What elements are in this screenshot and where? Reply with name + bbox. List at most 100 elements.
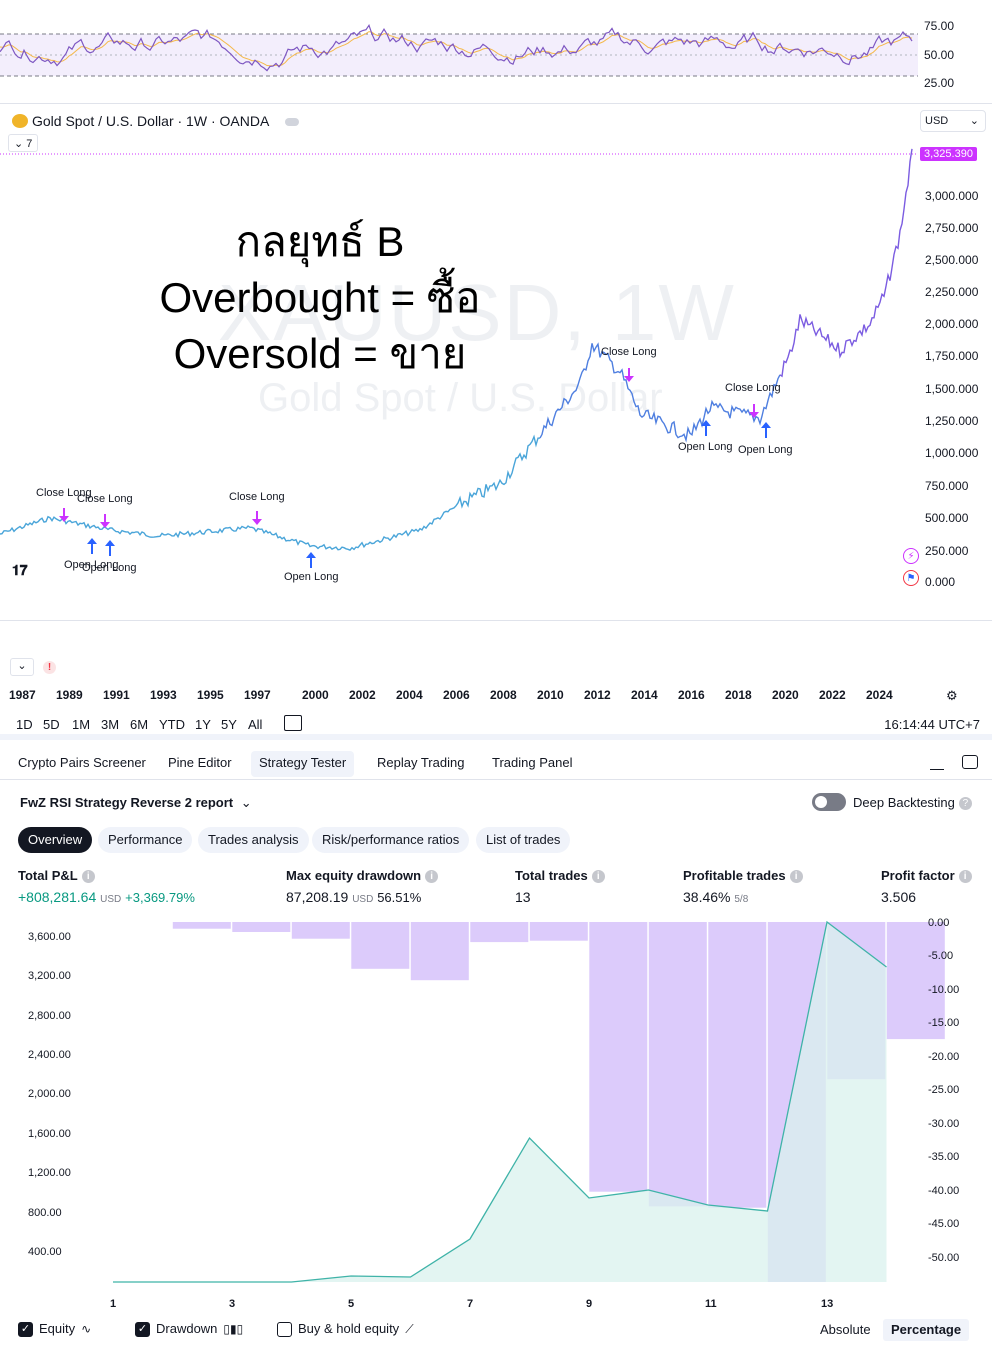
equity-axis-tick: 400.00 xyxy=(28,1246,62,1258)
legend-buy-hold[interactable]: Buy & hold equity ⟋ xyxy=(277,1321,414,1338)
trade-label-open: Open Long xyxy=(678,441,733,453)
tab-replay-trading[interactable]: Replay Trading xyxy=(377,755,465,770)
performance-chart[interactable]: 3,600.00 3,200.00 2,800.00 2,400.00 2,00… xyxy=(0,917,992,1310)
info-icon[interactable]: i xyxy=(425,870,439,884)
range-button[interactable]: 1Y xyxy=(195,717,211,732)
trade-number-tick: 7 xyxy=(467,1298,474,1310)
legend-equity[interactable]: ✓ Equity ∿ xyxy=(18,1321,91,1338)
flag-icon[interactable]: ⚑ xyxy=(903,570,919,586)
legend-label: Equity xyxy=(39,1321,76,1336)
year-tick: 2018 xyxy=(725,688,752,702)
range-button[interactable]: 3M xyxy=(101,717,120,732)
range-button[interactable]: 6M xyxy=(130,717,149,732)
market-status-icon[interactable] xyxy=(285,118,299,126)
minimize-icon[interactable] xyxy=(930,756,944,770)
tab-list-of-trades[interactable]: List of trades xyxy=(476,827,571,853)
trade-number-tick: 11 xyxy=(705,1298,717,1310)
gear-icon[interactable]: ⚙ xyxy=(946,688,958,703)
close-long-marker xyxy=(59,508,69,522)
tab-performance[interactable]: Performance xyxy=(98,827,193,853)
drawdown-axis-tick: -5.00 xyxy=(928,950,954,962)
checkbox-unchecked-icon[interactable] xyxy=(277,1322,292,1338)
trade-number-tick: 9 xyxy=(586,1298,593,1310)
range-button[interactable]: 5D xyxy=(43,717,60,732)
calendar-icon[interactable] xyxy=(284,715,302,731)
legend-label: Drawdown xyxy=(156,1321,218,1336)
collapse-button[interactable]: ⌄ xyxy=(10,658,34,676)
trade-label-close: Close Long xyxy=(229,491,285,503)
deep-backtesting-toggle[interactable] xyxy=(812,793,846,811)
symbol-title[interactable]: Gold Spot / U.S. Dollar · 1W · OANDA xyxy=(32,113,270,129)
rsi-plot xyxy=(0,23,918,77)
close-long-marker xyxy=(749,404,759,418)
year-tick: 2020 xyxy=(772,688,799,702)
maximize-icon[interactable] xyxy=(962,755,978,769)
tab-trades-analysis[interactable]: Trades analysis xyxy=(198,827,309,853)
annotation-line: กลยุทธ์ B xyxy=(235,218,405,265)
absolute-button[interactable]: Absolute xyxy=(820,1322,871,1337)
drawdown-bar xyxy=(351,922,410,969)
lightning-icon[interactable]: ⚡ xyxy=(903,548,919,564)
range-button[interactable]: 5Y xyxy=(221,717,237,732)
drawdown-axis-tick: 0.00 xyxy=(928,917,950,929)
clock[interactable]: 16:14:44 UTC+7 xyxy=(884,717,980,732)
info-icon[interactable]: i xyxy=(81,870,95,884)
help-icon[interactable]: ? xyxy=(958,797,972,811)
indicators-count: 7 xyxy=(26,138,33,150)
symbol-bar: Gold Spot / U.S. Dollar · 1W · OANDA USD… xyxy=(0,106,992,134)
info-icon[interactable]: i xyxy=(958,870,972,884)
checkbox-checked-icon[interactable]: ✓ xyxy=(18,1322,33,1338)
trade-label-close: Close Long xyxy=(725,382,781,394)
year-tick: 2022 xyxy=(819,688,846,702)
range-button[interactable]: 1D xyxy=(16,717,33,732)
time-axis[interactable]: 1987 1989 1991 1993 1995 1997 2000 2002 … xyxy=(0,686,992,704)
strategy-annotation: กลยุทธ์ B Overbought = ซื้อ Oversold = ข… xyxy=(0,214,640,382)
range-bar: 1D 5D 1M 3M 6M YTD 1Y 5Y All 16:14:44 UT… xyxy=(0,712,992,740)
price-tick: 1,500.000 xyxy=(925,382,979,396)
drawdown-bar xyxy=(232,922,291,932)
tab-overview[interactable]: Overview xyxy=(18,827,93,853)
main-chart[interactable]: XAUUSD, 1W Gold Spot / U.S. Dollar กลยุท… xyxy=(0,144,992,604)
indicators-toggle[interactable]: ⌄ 7 xyxy=(8,134,38,152)
stat-title: Total trades xyxy=(515,868,588,883)
stat-total-trades: Total trades i 13 xyxy=(515,868,605,905)
trade-number-tick: 13 xyxy=(821,1298,834,1310)
range-button[interactable]: YTD xyxy=(159,717,185,732)
tab-risk-performance-ratios[interactable]: Risk/performance ratios xyxy=(312,827,470,853)
annotation-line: Oversold = ขาย xyxy=(173,330,467,377)
equity-axis-tick: 1,600.00 xyxy=(28,1128,71,1140)
tab-pine-editor[interactable]: Pine Editor xyxy=(168,755,232,770)
legend-label: Buy & hold equity xyxy=(298,1321,400,1336)
warning-icon[interactable]: ! xyxy=(43,661,56,674)
price-plot xyxy=(0,148,918,568)
equity-axis-tick: 800.00 xyxy=(28,1207,62,1219)
trade-label-open: Open Long xyxy=(82,562,137,574)
currency-select[interactable]: USD ⌄ xyxy=(920,110,986,132)
tab-crypto-pairs-screener[interactable]: Crypto Pairs Screener xyxy=(18,755,146,770)
stat-value: 13 xyxy=(515,889,531,906)
year-tick: 1995 xyxy=(197,688,224,702)
checkbox-checked-icon[interactable]: ✓ xyxy=(135,1322,150,1338)
range-button[interactable]: All xyxy=(248,717,263,732)
report-title[interactable]: FwZ RSI Strategy Reverse 2 report ⌄ xyxy=(20,795,252,811)
drawdown-bar xyxy=(886,922,945,1040)
watermark-symbol: XAUUSD, 1W xyxy=(218,268,736,357)
stat-profitable-trades: Profitable trades i 38.46% 5/8 xyxy=(683,868,803,905)
range-button[interactable]: 1M xyxy=(72,717,91,732)
info-icon[interactable]: i xyxy=(789,870,803,884)
stat-percent: +3,369.79% xyxy=(125,890,195,906)
info-icon[interactable]: i xyxy=(591,870,605,884)
tab-strategy-tester[interactable]: Strategy Tester xyxy=(251,751,355,777)
rsi-pane[interactable]: 75.00 50.00 25.00 xyxy=(0,0,992,104)
price-tick: 1,250.000 xyxy=(925,414,979,428)
drawdown-axis-tick: -20.00 xyxy=(928,1051,960,1063)
year-tick: 2010 xyxy=(537,688,564,702)
drawdown-axis-tick: -50.00 xyxy=(928,1252,960,1264)
tradingview-logo-icon[interactable]: 𝟏𝟕 xyxy=(12,562,28,578)
drawdown-bar xyxy=(470,922,529,943)
tab-trading-panel[interactable]: Trading Panel xyxy=(492,755,573,770)
percentage-button[interactable]: Percentage xyxy=(883,1319,970,1341)
trade-label-close: Close Long xyxy=(77,493,133,505)
legend-drawdown[interactable]: ✓ Drawdown ▯▮▯ xyxy=(135,1321,243,1338)
drawdown-bar xyxy=(291,922,350,939)
